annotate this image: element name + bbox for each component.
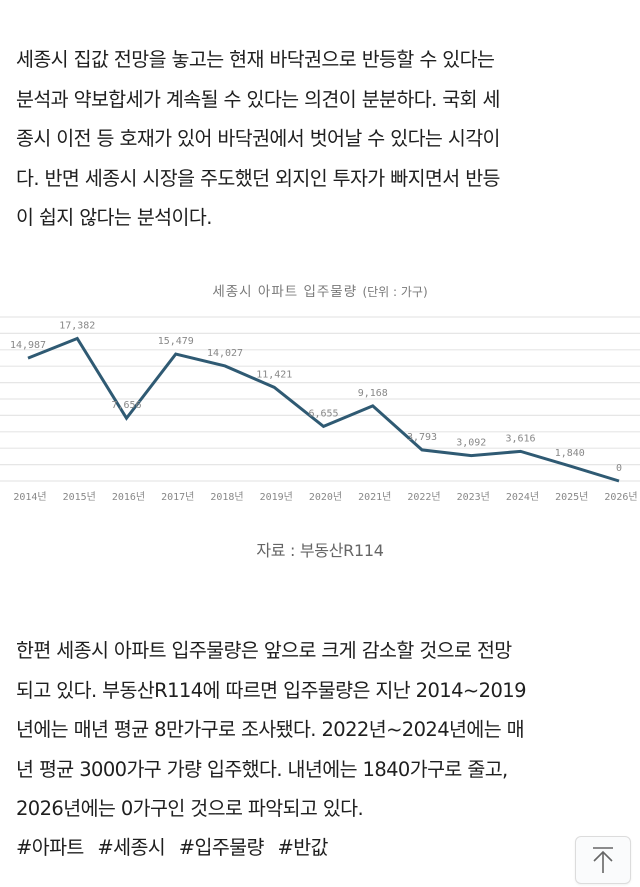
text-line: 한편 세종시 아파트 입주물량은 앞으로 크게 감소할 것으로 전망: [16, 639, 512, 662]
text-line: 다. 반면 세종시 시장을 주도했던 외지인 투자가 빠지면서 반등: [16, 166, 500, 190]
tag-list: #아파트 #세종시 #입주물량 #반값: [16, 831, 336, 860]
data-line: [27, 336, 620, 483]
chart-image: 14,987 17,382 7,656 15,479 14,027 11,421 6,655…: [0, 270, 640, 515]
line-chart: 14,987 17,382 7,656 15,479 14,027 11,421 6,655…: [0, 316, 640, 503]
data-value-label: 3,793: [407, 432, 437, 443]
chart-title: 세종시 아파트 입주물량 (단위 : 가구): [0, 280, 640, 300]
x-tick-label: 2015년: [63, 491, 96, 503]
tag-link[interactable]: #세종시: [97, 836, 166, 859]
data-value-label: 7,656: [111, 400, 141, 411]
data-value-label: 14,027: [207, 348, 243, 359]
data-value-label: 14,987: [10, 340, 46, 351]
x-tick-label: 2018년: [210, 491, 243, 503]
text-line: 이 쉽지 않다는 분석이다.: [16, 206, 212, 229]
article-paragraph-1: 세종시 집값 전망을 놓고는 현재 바닥권으로 반등할 수 있다는 분석과 약보…: [16, 40, 628, 238]
text-line: 분석과 약보합세가 계속될 수 있다는 의견이 분분하다. 국회 세: [16, 87, 500, 111]
data-value-label: 15,479: [158, 336, 194, 347]
data-value-label: 3,616: [505, 433, 535, 444]
scroll-to-top-button[interactable]: [575, 836, 631, 884]
image-caption: 자료 : 부동산R114: [256, 541, 384, 560]
text-line: 년에는 매년 평균 8만가구로 조사됐다. 2022년~2024년에는 매: [16, 718, 525, 741]
x-tick-label: 2023년: [457, 491, 490, 503]
x-tick-label: 2021년: [358, 491, 391, 503]
text-line: 2026년에는 0가구인 것으로 파악되고 있다.: [16, 797, 364, 820]
data-value-label: 0: [616, 463, 622, 474]
text-line: 되고 있다. 부동산R114에 따르면 입주물량은 지난 2014~2019: [16, 678, 526, 702]
data-value-label: 17,382: [59, 320, 95, 331]
tag-link[interactable]: #입주물량: [178, 836, 265, 859]
text-line: 세종시 집값 전망을 놓고는 현재 바닥권으로 반등할 수 있다는: [16, 48, 495, 71]
arrow-up-to-line-icon: [593, 847, 613, 873]
x-tick-label: 2025년: [555, 491, 588, 503]
data-value-label: 11,421: [256, 369, 292, 380]
tag-link[interactable]: #아파트: [16, 836, 84, 859]
x-tick-label: 2026년: [604, 491, 637, 503]
data-value-label: 9,168: [358, 388, 388, 399]
text-line: 년 평균 3000가구 가량 입주했다. 내년에는 1840가구로 줄고,: [16, 757, 508, 781]
x-tick-label: 2024년: [506, 491, 539, 503]
chart-unit: (단위 : 가구): [362, 285, 428, 299]
chart-title-text: 세종시 아파트 입주물량: [212, 284, 358, 300]
article-paragraph-2: 한편 세종시 아파트 입주물량은 앞으로 크게 감소할 것으로 전망 되고 있다…: [16, 631, 628, 829]
x-tick-label: 2022년: [407, 491, 440, 503]
data-value-label: 6,655: [308, 408, 338, 419]
x-tick-label: 2017년: [161, 491, 194, 503]
x-tick-label: 2014년: [13, 491, 46, 503]
tag-link[interactable]: #반값: [277, 836, 328, 859]
x-tick-label: 2016년: [112, 491, 145, 503]
x-tick-label: 2020년: [309, 491, 342, 503]
text-line: 종시 이전 등 호재가 있어 바닥권에서 벗어날 수 있다는 시각이: [16, 127, 500, 150]
x-tick-label: 2019년: [260, 491, 293, 503]
data-value-label: 1,840: [555, 448, 585, 459]
data-value-label: 3,092: [456, 438, 486, 449]
